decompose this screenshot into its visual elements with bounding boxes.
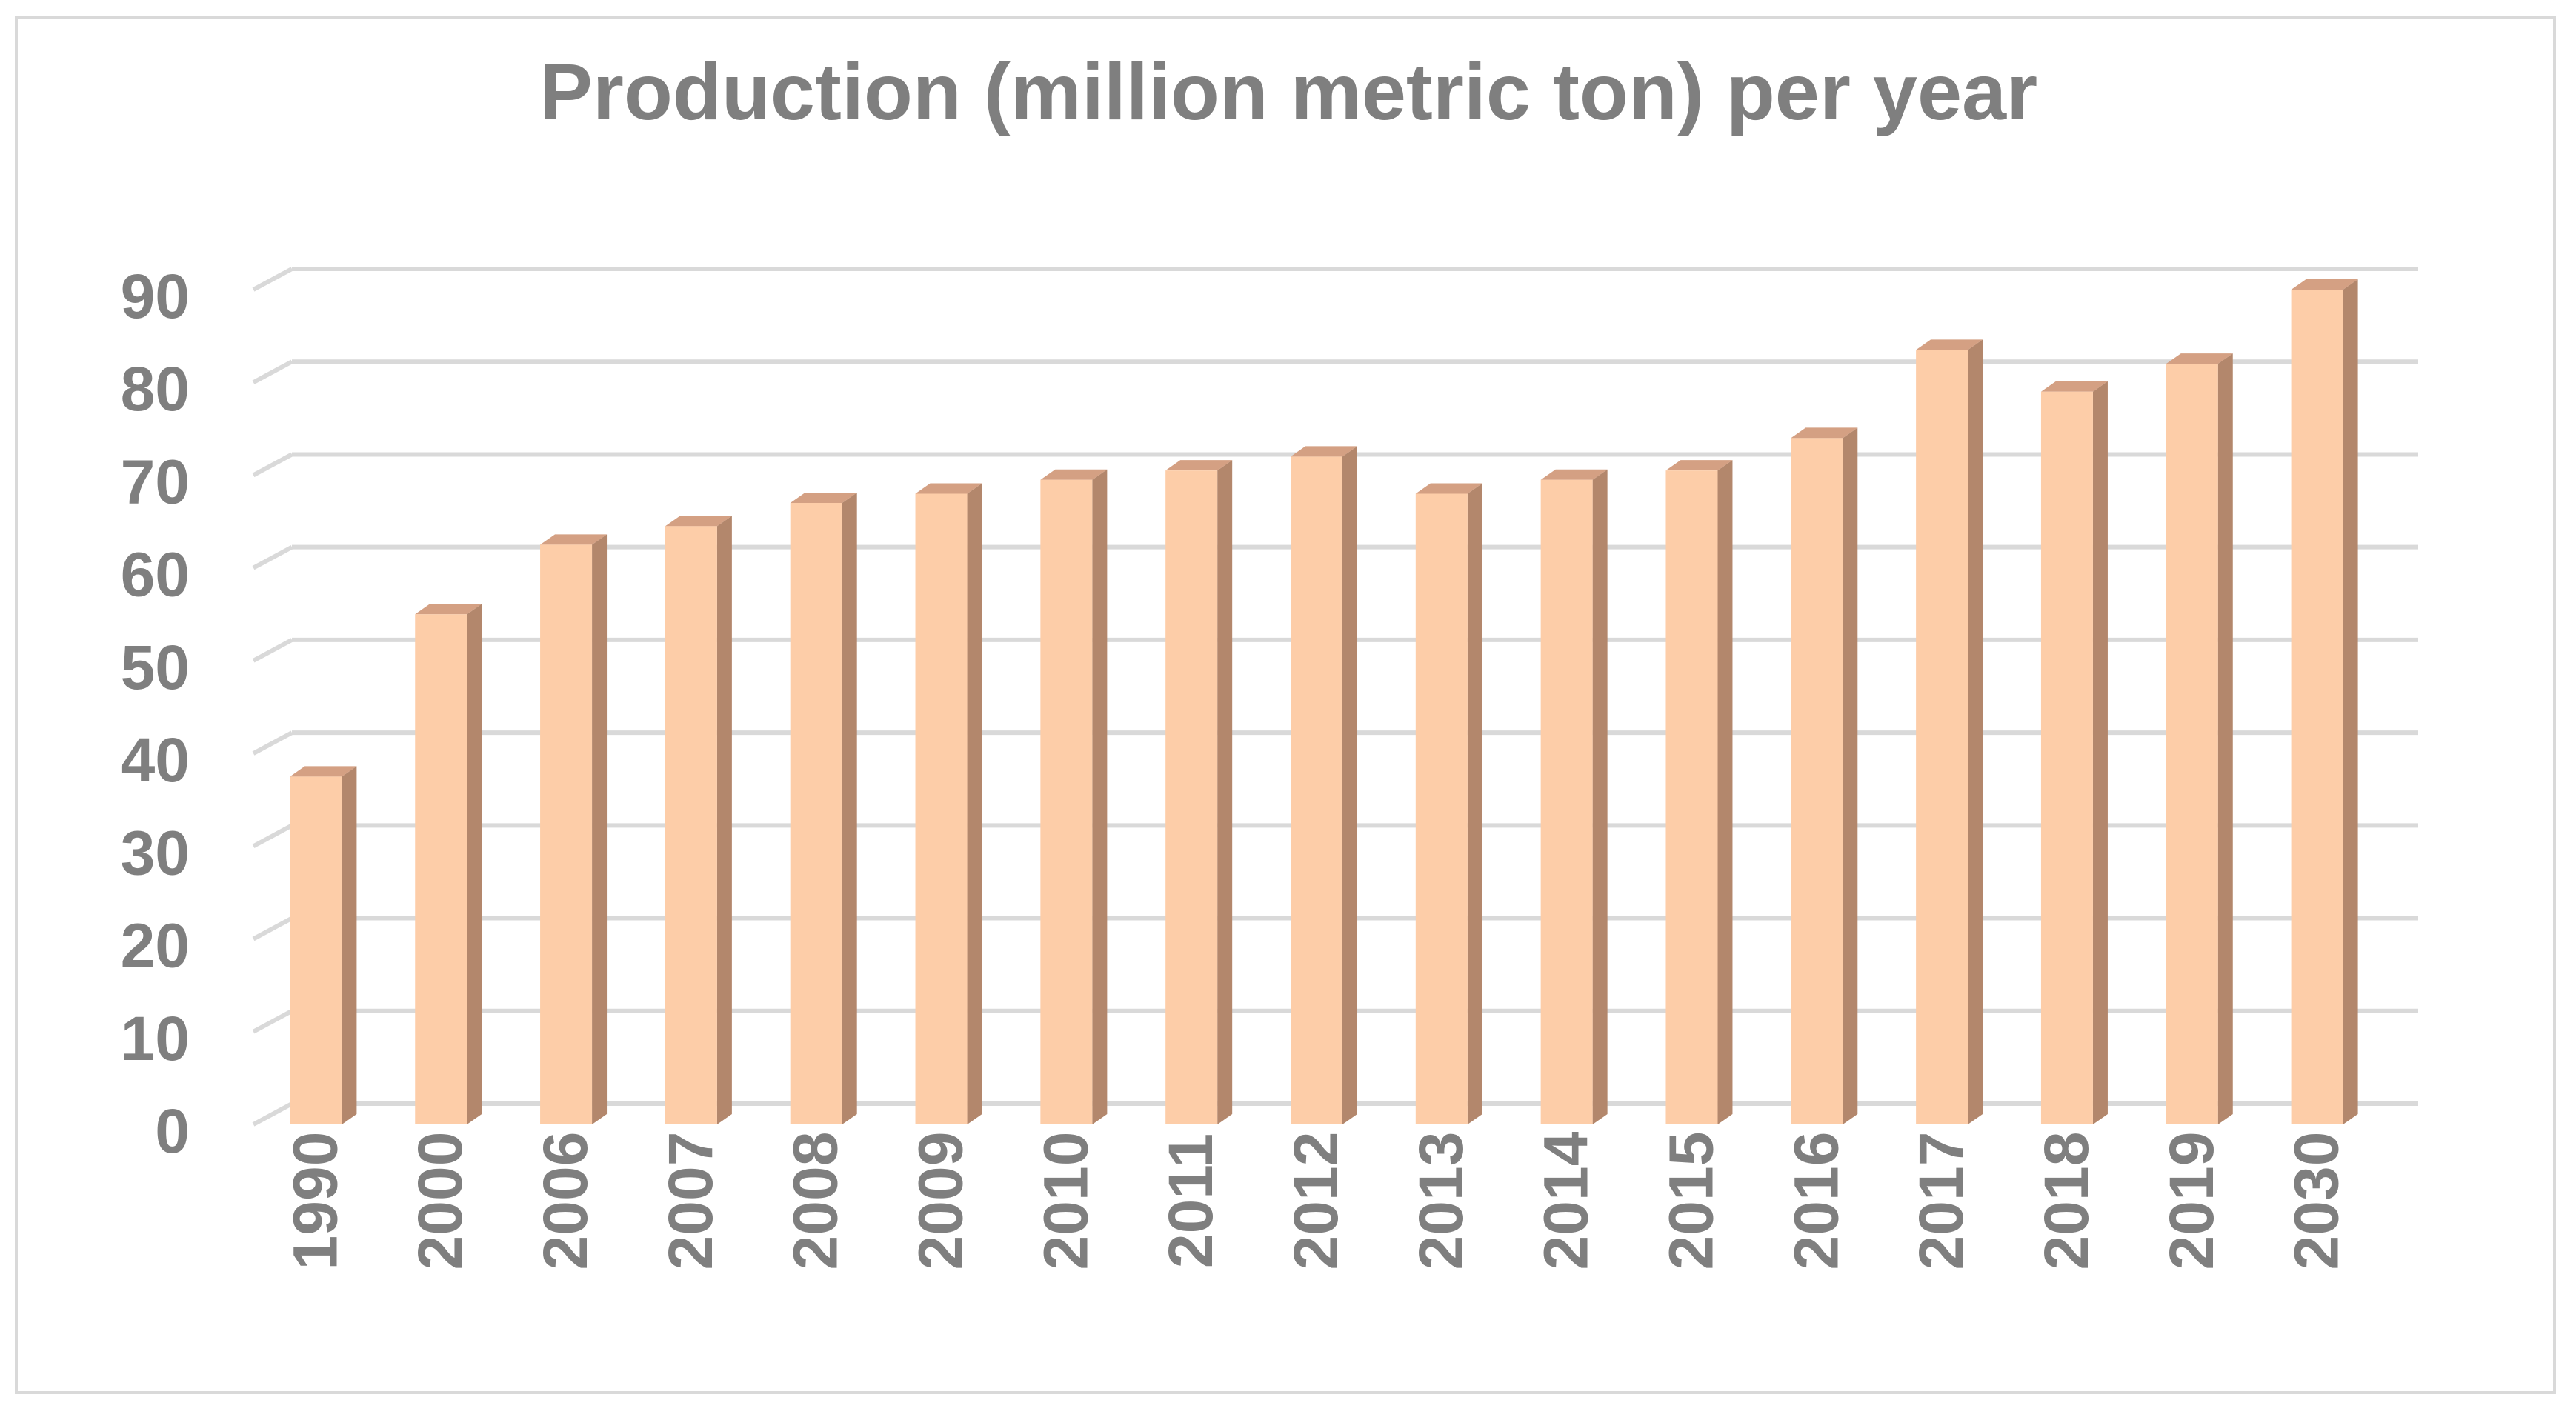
x-tick-label: 2030 [2282, 1132, 2352, 1270]
y-tick-label: 10 [121, 1004, 190, 1073]
x-tick-label: 2000 [405, 1132, 475, 1270]
y-axis-ticks: 0 10 20 30 40 50 60 70 80 90 [121, 261, 190, 1166]
chart-frame: Production (million metric ton) per year… [15, 16, 2556, 1394]
y-tick-label: 60 [121, 540, 190, 610]
y-tick-label: 30 [121, 818, 190, 887]
chart-title: Production (million metric ton) per year [539, 47, 2037, 136]
x-tick-label: 2014 [1531, 1131, 1601, 1270]
bar [540, 534, 608, 1124]
production-chart: Production (million metric ton) per year… [121, 47, 2418, 1270]
x-tick-label: 2007 [656, 1132, 725, 1270]
y-tick-label: 40 [121, 725, 190, 795]
bar [1291, 446, 1357, 1124]
x-tick-label: 2011 [1156, 1133, 1225, 1268]
x-tick-label: 2019 [2157, 1132, 2226, 1270]
gridline [252, 359, 2418, 384]
bar [665, 516, 732, 1124]
x-tick-label: 2008 [781, 1132, 851, 1270]
bar [2291, 279, 2358, 1124]
x-tick-label: 2012 [1281, 1132, 1351, 1270]
y-tick-label: 70 [121, 447, 190, 516]
bar [1916, 339, 1983, 1125]
bar [1040, 469, 1108, 1124]
bar [915, 483, 982, 1124]
x-tick-label: 2015 [1656, 1132, 1725, 1270]
y-tick-label: 20 [121, 911, 190, 981]
bar [2040, 381, 2108, 1124]
bar [415, 604, 482, 1124]
y-tick-label: 50 [121, 633, 190, 702]
x-tick-label: 2009 [906, 1132, 976, 1270]
bar [790, 493, 857, 1124]
bar [1791, 427, 1858, 1124]
y-tick-label: 80 [121, 354, 190, 424]
x-tick-label: 2016 [1781, 1132, 1851, 1270]
bar [1665, 460, 1733, 1124]
x-tick-label: 2018 [2031, 1132, 2101, 1270]
x-axis-ticks: 1990 2000 2006 2007 2008 2009 2010 2011 2012 2013… [280, 1131, 2351, 1270]
bar [1415, 483, 1482, 1124]
bar [290, 766, 357, 1124]
bar [1540, 469, 1608, 1124]
x-tick-label: 2010 [1031, 1132, 1100, 1270]
x-tick-label: 2017 [1906, 1132, 1976, 1270]
x-tick-label: 2013 [1406, 1132, 1476, 1270]
bars [290, 279, 2358, 1125]
y-tick-label: 90 [121, 261, 190, 331]
gridline [252, 267, 2418, 292]
x-tick-label: 2006 [530, 1132, 600, 1270]
bar [2166, 353, 2233, 1125]
x-tick-label: 1990 [280, 1132, 350, 1270]
y-tick-label: 0 [155, 1096, 190, 1166]
bar [1165, 460, 1233, 1124]
